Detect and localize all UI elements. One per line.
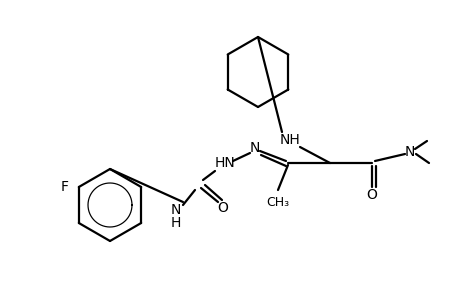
Text: F: F xyxy=(61,180,69,194)
Text: HN: HN xyxy=(214,156,235,170)
Text: O: O xyxy=(366,188,377,202)
Text: CH₃: CH₃ xyxy=(266,196,289,209)
Text: N: N xyxy=(249,141,260,155)
Text: H: H xyxy=(170,216,181,230)
Text: N: N xyxy=(170,203,181,217)
Text: O: O xyxy=(217,201,228,215)
Text: N: N xyxy=(404,145,414,159)
Text: NH: NH xyxy=(279,133,300,147)
